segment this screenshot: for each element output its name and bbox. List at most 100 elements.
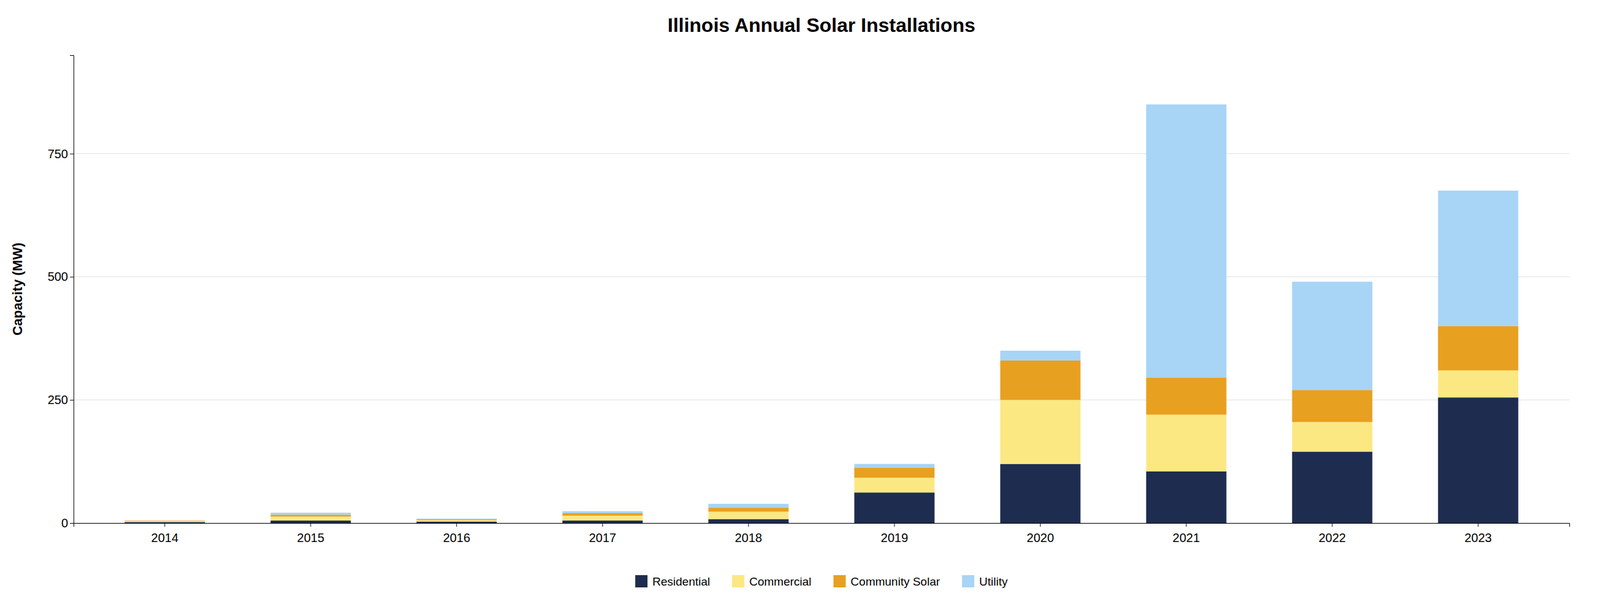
legend-swatch (961, 575, 975, 588)
bar (270, 514, 351, 517)
x-tick-mark (894, 522, 896, 527)
bar (270, 516, 351, 521)
legend-item: Residential (635, 575, 710, 588)
bar (1438, 326, 1519, 371)
x-tick-mark (1040, 522, 1041, 527)
y-tick-mark (69, 522, 74, 524)
x-tick-mark (1478, 522, 1479, 527)
y-tick-mark (69, 153, 74, 155)
x-tick-label: 2020 (1026, 530, 1055, 545)
x-tick: 2023 (1464, 522, 1493, 545)
legend-item: Utility (961, 575, 1008, 588)
x-tick-mark (747, 522, 749, 527)
bar (1000, 464, 1081, 523)
legend-label: Commercial (749, 575, 812, 588)
bar (1000, 399, 1081, 464)
legend-swatch (833, 575, 846, 588)
y-tick-label: 500 (47, 269, 69, 284)
x-tick-label: 2018 (735, 530, 763, 545)
x-tick-mark (456, 522, 457, 527)
bar (854, 467, 935, 478)
plot: 2014201520162017201820192020202120222023… (47, 55, 1570, 545)
bar (124, 519, 205, 521)
legend: Residential Commercial Community Solar Util… (635, 575, 1008, 588)
bar (270, 520, 351, 523)
x-tick-label: 2015 (297, 530, 325, 545)
x-tick-label: 2017 (589, 530, 617, 545)
bar (124, 521, 205, 523)
title: Illinois Annual Solar Installations (667, 14, 976, 37)
x-tick-mark (164, 522, 165, 527)
y-tick: 750 (47, 147, 74, 161)
bar (1146, 414, 1227, 471)
chart: 2014201520162017201820192020202120222023… (0, 0, 1600, 615)
bar (562, 513, 643, 516)
bar (1146, 104, 1227, 378)
y-tick-label: 750 (47, 147, 69, 161)
x-tick: 2014 (151, 522, 180, 545)
y-tick-mark (69, 276, 74, 278)
y-tick: 0 (61, 516, 74, 530)
y-tick-label: 250 (47, 392, 69, 407)
bar (854, 477, 935, 493)
bar (708, 511, 789, 520)
y-tick: 250 (47, 392, 74, 407)
x-tick-label: 2014 (151, 530, 180, 545)
y-tick-label: 0 (61, 516, 69, 530)
x-tick-label: 2023 (1464, 530, 1493, 545)
x-axis: 2014201520162017201820192020202120222023 (74, 522, 1570, 545)
bar (1000, 360, 1081, 400)
y-tick: 500 (47, 269, 74, 284)
bar (1146, 377, 1227, 415)
x-axis-line (74, 523, 1570, 528)
bar (854, 464, 935, 468)
y-tick-mark (69, 399, 74, 401)
x-tick: 2017 (589, 522, 617, 545)
bar (708, 507, 789, 512)
bar (416, 518, 497, 520)
y-axis-line (69, 55, 75, 524)
bar (562, 515, 643, 521)
bar (708, 519, 789, 523)
legend-swatch (731, 575, 745, 588)
bar (124, 521, 205, 523)
bar (1438, 397, 1519, 523)
bar (416, 519, 497, 521)
bar (562, 511, 643, 514)
bars (124, 104, 1518, 523)
y-axis-title: Capacity (MW) (9, 242, 26, 336)
bar (416, 521, 497, 523)
bar (1438, 190, 1519, 327)
legend-label: Utility (979, 575, 1008, 588)
bar (1292, 421, 1373, 452)
x-tick-mark (310, 522, 311, 527)
bar (1292, 281, 1373, 390)
bar (1292, 389, 1373, 422)
grid (73, 153, 1570, 523)
y-axis: 0 250 500 750 (47, 55, 75, 530)
bar (562, 520, 643, 523)
x-tick: 2016 (443, 522, 471, 545)
x-tick: 2018 (735, 522, 763, 545)
legend-item: Community Solar (833, 575, 941, 588)
x-tick-mark (601, 522, 603, 527)
bar (708, 503, 789, 508)
x-tick-label: 2016 (443, 530, 471, 545)
legend-label: Residential (652, 575, 710, 588)
legend-swatch (635, 575, 648, 588)
x-tick-mark (1186, 522, 1187, 527)
grid-line (73, 276, 1570, 278)
bar (1146, 471, 1227, 523)
bar (416, 519, 497, 522)
bar (1292, 451, 1373, 523)
legend-item: Commercial (731, 575, 812, 588)
bar-series (124, 370, 1518, 522)
x-tick: 2021 (1172, 522, 1201, 545)
bar (124, 519, 205, 522)
x-tick: 2020 (1026, 522, 1055, 545)
bar-series (270, 104, 1518, 519)
legend-label: Community Solar (850, 575, 941, 588)
x-tick: 2015 (297, 522, 325, 545)
x-tick: 2019 (880, 522, 909, 545)
x-tick-label: 2019 (880, 530, 909, 545)
